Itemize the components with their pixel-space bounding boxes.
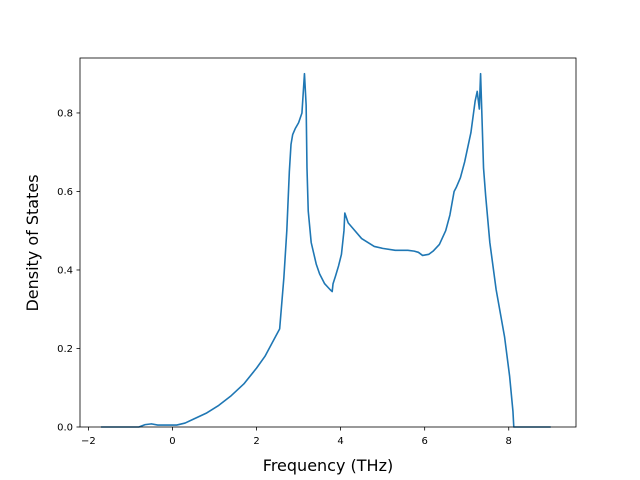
y-axis-label: Density of States xyxy=(23,174,42,311)
x-tick-label: 4 xyxy=(337,436,343,447)
y-tick-label: 0.8 xyxy=(57,108,73,119)
dos-line-series-0 xyxy=(101,72,551,428)
x-tick-label: −2 xyxy=(81,436,96,447)
axes: −2 0 2 4 6 8 0.0 0.2 0.4 0.6 0.8 xyxy=(57,57,577,447)
y-tick-label: 0.0 xyxy=(57,423,73,434)
x-axis-label: Frequency (THz) xyxy=(263,456,393,475)
y-tick-label: 0.2 xyxy=(57,344,73,355)
y-tick-label: 0.4 xyxy=(57,265,73,276)
plot-frame xyxy=(79,57,577,428)
x-tick-label: 6 xyxy=(421,436,427,447)
x-tick-label: 8 xyxy=(506,436,512,447)
plot-content xyxy=(101,72,551,428)
x-tick-label: 2 xyxy=(253,436,259,447)
x-tick-label: 0 xyxy=(169,436,175,447)
y-tick-label: 0.6 xyxy=(57,187,73,198)
